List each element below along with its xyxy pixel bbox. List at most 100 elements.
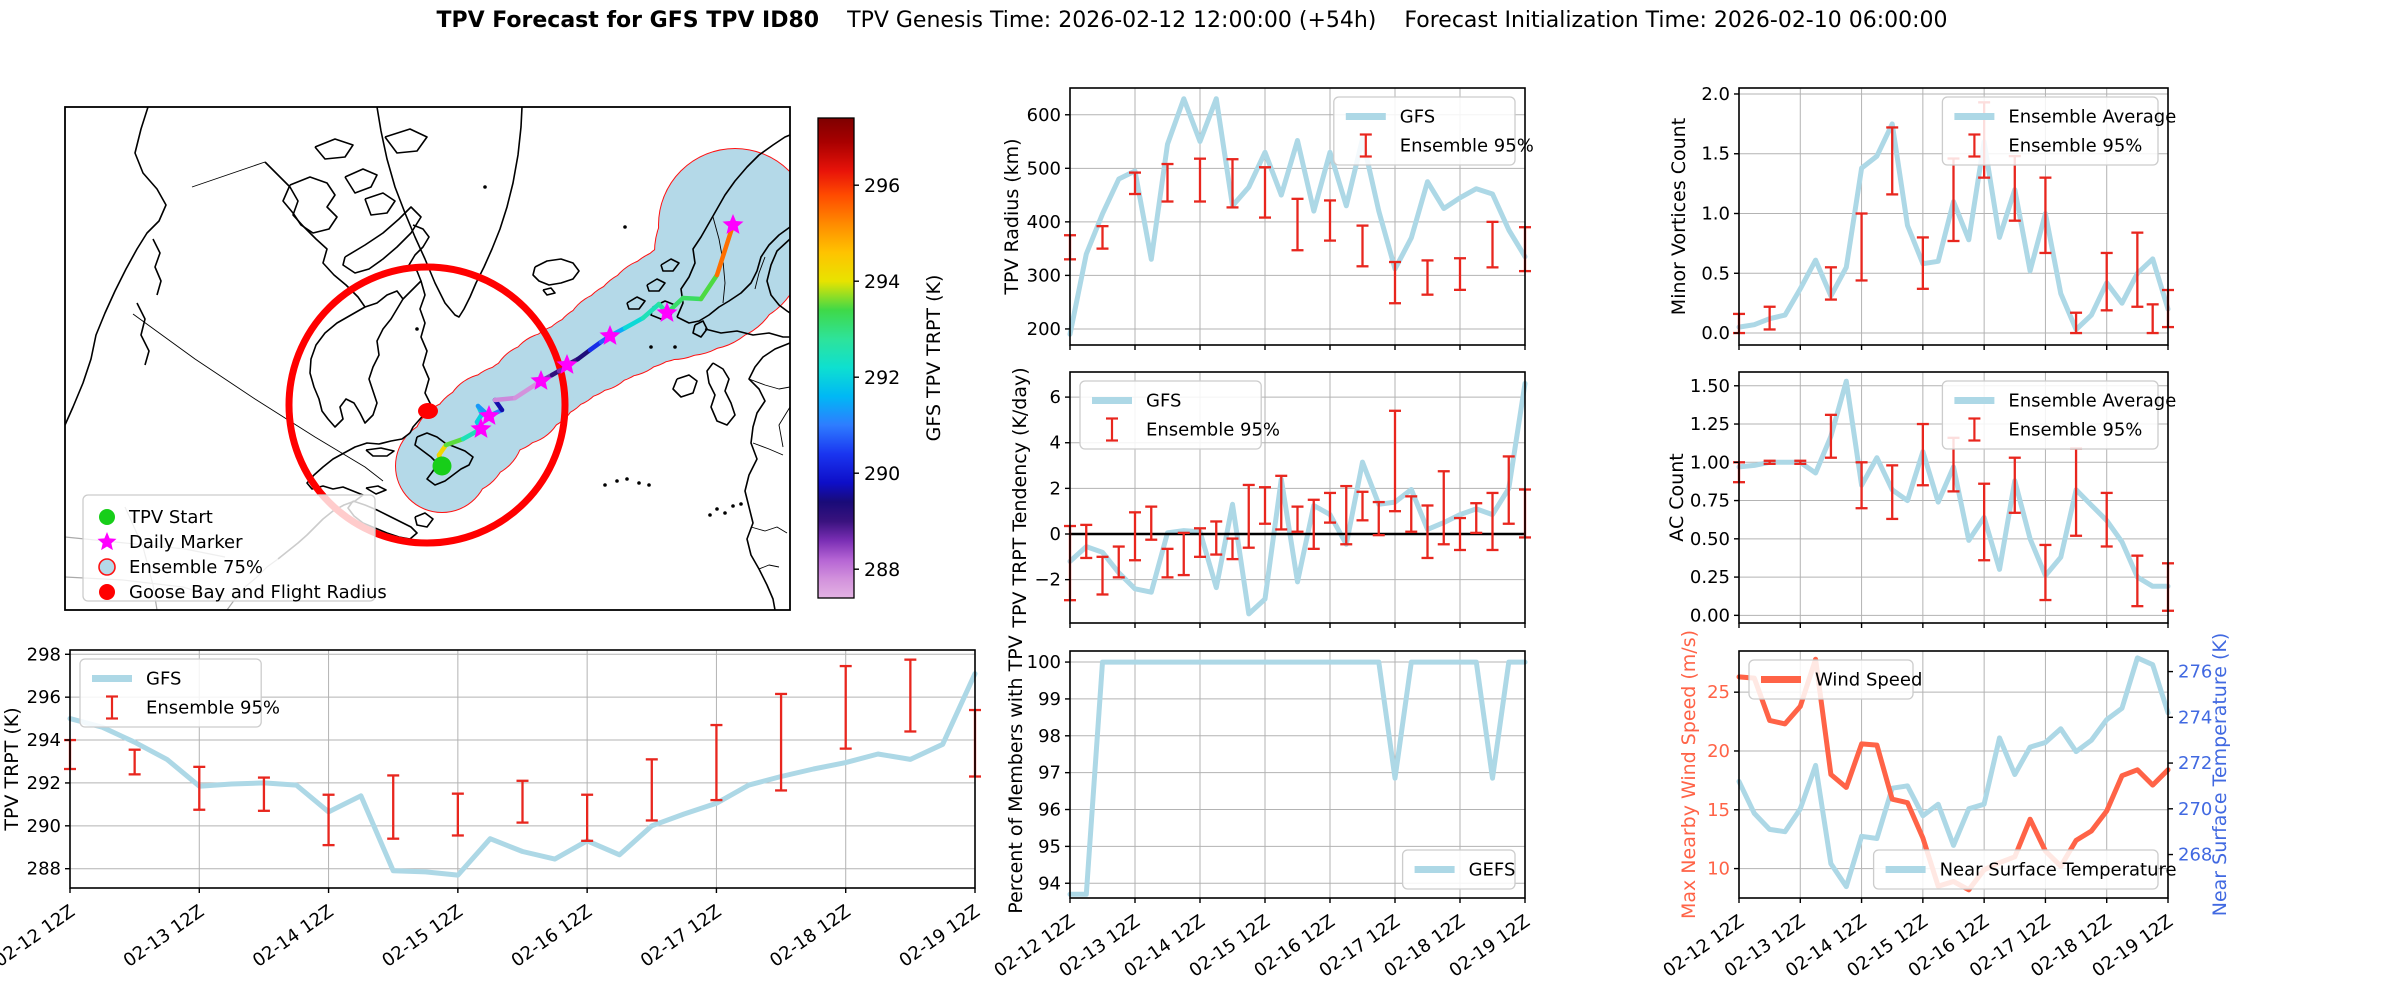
ytick-label: 0.0 bbox=[1701, 323, 1730, 344]
xtick-label: 02-15 12Z bbox=[378, 901, 466, 972]
islet bbox=[603, 483, 607, 487]
daily-marker-star bbox=[478, 405, 500, 425]
track-segment bbox=[575, 347, 593, 362]
ytick-label: 2 bbox=[1050, 478, 1061, 499]
islet bbox=[739, 502, 743, 506]
colorbar-tick-label: 290 bbox=[864, 463, 900, 485]
xtick-label: 02-17 12Z bbox=[637, 901, 725, 972]
daily-marker-star bbox=[656, 302, 678, 322]
ytick-label-right: 270 bbox=[2178, 799, 2212, 820]
border-line bbox=[758, 564, 780, 570]
legend-label: Near Surface Temperature bbox=[1940, 860, 2177, 881]
series-line-near-surface-temperature bbox=[1736, 655, 2171, 890]
daily-marker-star bbox=[599, 325, 621, 345]
goose-bay-dot bbox=[418, 403, 438, 419]
track-segment bbox=[640, 301, 662, 321]
islet bbox=[637, 481, 641, 485]
legend-label: GEFS bbox=[1469, 860, 1516, 881]
coastline bbox=[65, 107, 167, 426]
coastline bbox=[342, 206, 422, 274]
coastline bbox=[692, 320, 708, 338]
coastline bbox=[660, 258, 680, 272]
legend-wind_temp-2: Near Surface Temperature bbox=[1872, 849, 2177, 890]
ytick-label: 0.5 bbox=[1701, 263, 1730, 284]
errorbars bbox=[1064, 409, 1531, 602]
ytick-label: 20 bbox=[1707, 741, 1730, 762]
colorbar: 288 290 292 294 296 GFS TPV TRPT (K) bbox=[817, 117, 945, 599]
map-legend-label: TPV Start bbox=[128, 507, 213, 528]
legend-tpv_radius: GFS Ensemble 95% bbox=[1333, 96, 1534, 166]
chart-minor-vortices: 0.0 0.5 1.0 1.5 2.0 Minor Vortices Count Ensem… bbox=[1668, 84, 2176, 350]
ytick-label: 2.0 bbox=[1701, 84, 1730, 105]
flight-radius-circle bbox=[285, 263, 569, 547]
coastline bbox=[282, 176, 338, 234]
errorbars bbox=[64, 658, 981, 847]
coastline bbox=[136, 302, 150, 366]
y-axis-label: Max Nearby Wind Speed (m/s) bbox=[1678, 630, 1700, 919]
ytick-label: 1.25 bbox=[1690, 414, 1730, 435]
islet bbox=[647, 483, 651, 487]
y-axis-label-right: Near Surface Temperature (K) bbox=[2209, 633, 2231, 917]
daily-marker-star bbox=[530, 370, 552, 390]
coastline bbox=[532, 258, 580, 286]
coastline bbox=[152, 238, 162, 296]
map-legend-box bbox=[82, 494, 376, 602]
ytick-label: 1.00 bbox=[1690, 452, 1730, 473]
y-axis-label: TPV Radius (km) bbox=[1001, 138, 1023, 295]
legend-box bbox=[1401, 849, 1516, 890]
coastline bbox=[414, 512, 434, 528]
ytick-label: 300 bbox=[1027, 265, 1061, 286]
ytick-label: 290 bbox=[27, 816, 61, 837]
islet bbox=[625, 477, 629, 481]
chart-tpv-trpt: 288 290 292 294 296 298 02-12 12Z 02-13 12Z 02-1… bbox=[0, 644, 984, 971]
daily-marker-star bbox=[722, 214, 744, 234]
xtick-label: 02-18 12Z bbox=[766, 901, 854, 972]
legend-green-dot bbox=[99, 509, 115, 525]
islet bbox=[615, 479, 619, 483]
islet bbox=[715, 507, 719, 511]
map-panel: TPV Start Daily Marker Ensemble 75% Goose B… bbox=[64, 106, 791, 611]
ytick-label: 294 bbox=[27, 730, 61, 751]
legend-label: Ensemble 95% bbox=[146, 698, 280, 719]
legend-minor_vortices: Ensemble Average Ensemble 95% bbox=[1941, 96, 2176, 166]
coastline bbox=[409, 280, 432, 434]
ytick-label: 600 bbox=[1027, 105, 1061, 126]
ytick-label: 1.5 bbox=[1701, 144, 1730, 165]
ytick-label: 96 bbox=[1038, 800, 1061, 821]
legend-tpv_trpt: GFS Ensemble 95% bbox=[79, 658, 280, 728]
xtick-label: 02-12 12Z bbox=[0, 901, 79, 972]
coastline bbox=[626, 296, 646, 310]
legend-label: GFS bbox=[1400, 107, 1435, 128]
legend-box bbox=[1748, 659, 1914, 700]
islet bbox=[731, 504, 735, 508]
coastline bbox=[365, 485, 387, 495]
daily-marker-star bbox=[556, 354, 578, 374]
track-segment bbox=[443, 436, 466, 448]
colorbar-tick-label: 294 bbox=[864, 271, 900, 293]
coastline bbox=[264, 161, 366, 308]
ytick-label: 0.25 bbox=[1690, 567, 1730, 588]
axes-frame bbox=[1738, 650, 2169, 899]
colorbar-tick-label: 296 bbox=[864, 175, 900, 197]
coastline bbox=[309, 290, 404, 428]
ytick-label-right: 276 bbox=[2178, 662, 2212, 683]
ytick-label: 500 bbox=[1027, 158, 1061, 179]
axes-frame bbox=[1069, 87, 1526, 346]
islet bbox=[708, 513, 712, 517]
ytick-label: 200 bbox=[1027, 319, 1061, 340]
legend-label: Wind Speed bbox=[1815, 670, 1922, 691]
ytick-label: −2 bbox=[1034, 570, 1061, 591]
legend-label: Ensemble Average bbox=[2008, 107, 2176, 128]
series-line-gfs bbox=[1067, 96, 1528, 337]
legend-label: GFS bbox=[1146, 391, 1181, 412]
country-borders bbox=[132, 161, 790, 570]
coastline bbox=[542, 287, 556, 296]
series-line-gefs bbox=[1067, 659, 1528, 897]
border-line bbox=[778, 406, 790, 448]
title-genesis-time: TPV Genesis Time: 2026-02-12 12:00:00 (+… bbox=[847, 8, 1377, 33]
track-segment bbox=[714, 222, 736, 278]
